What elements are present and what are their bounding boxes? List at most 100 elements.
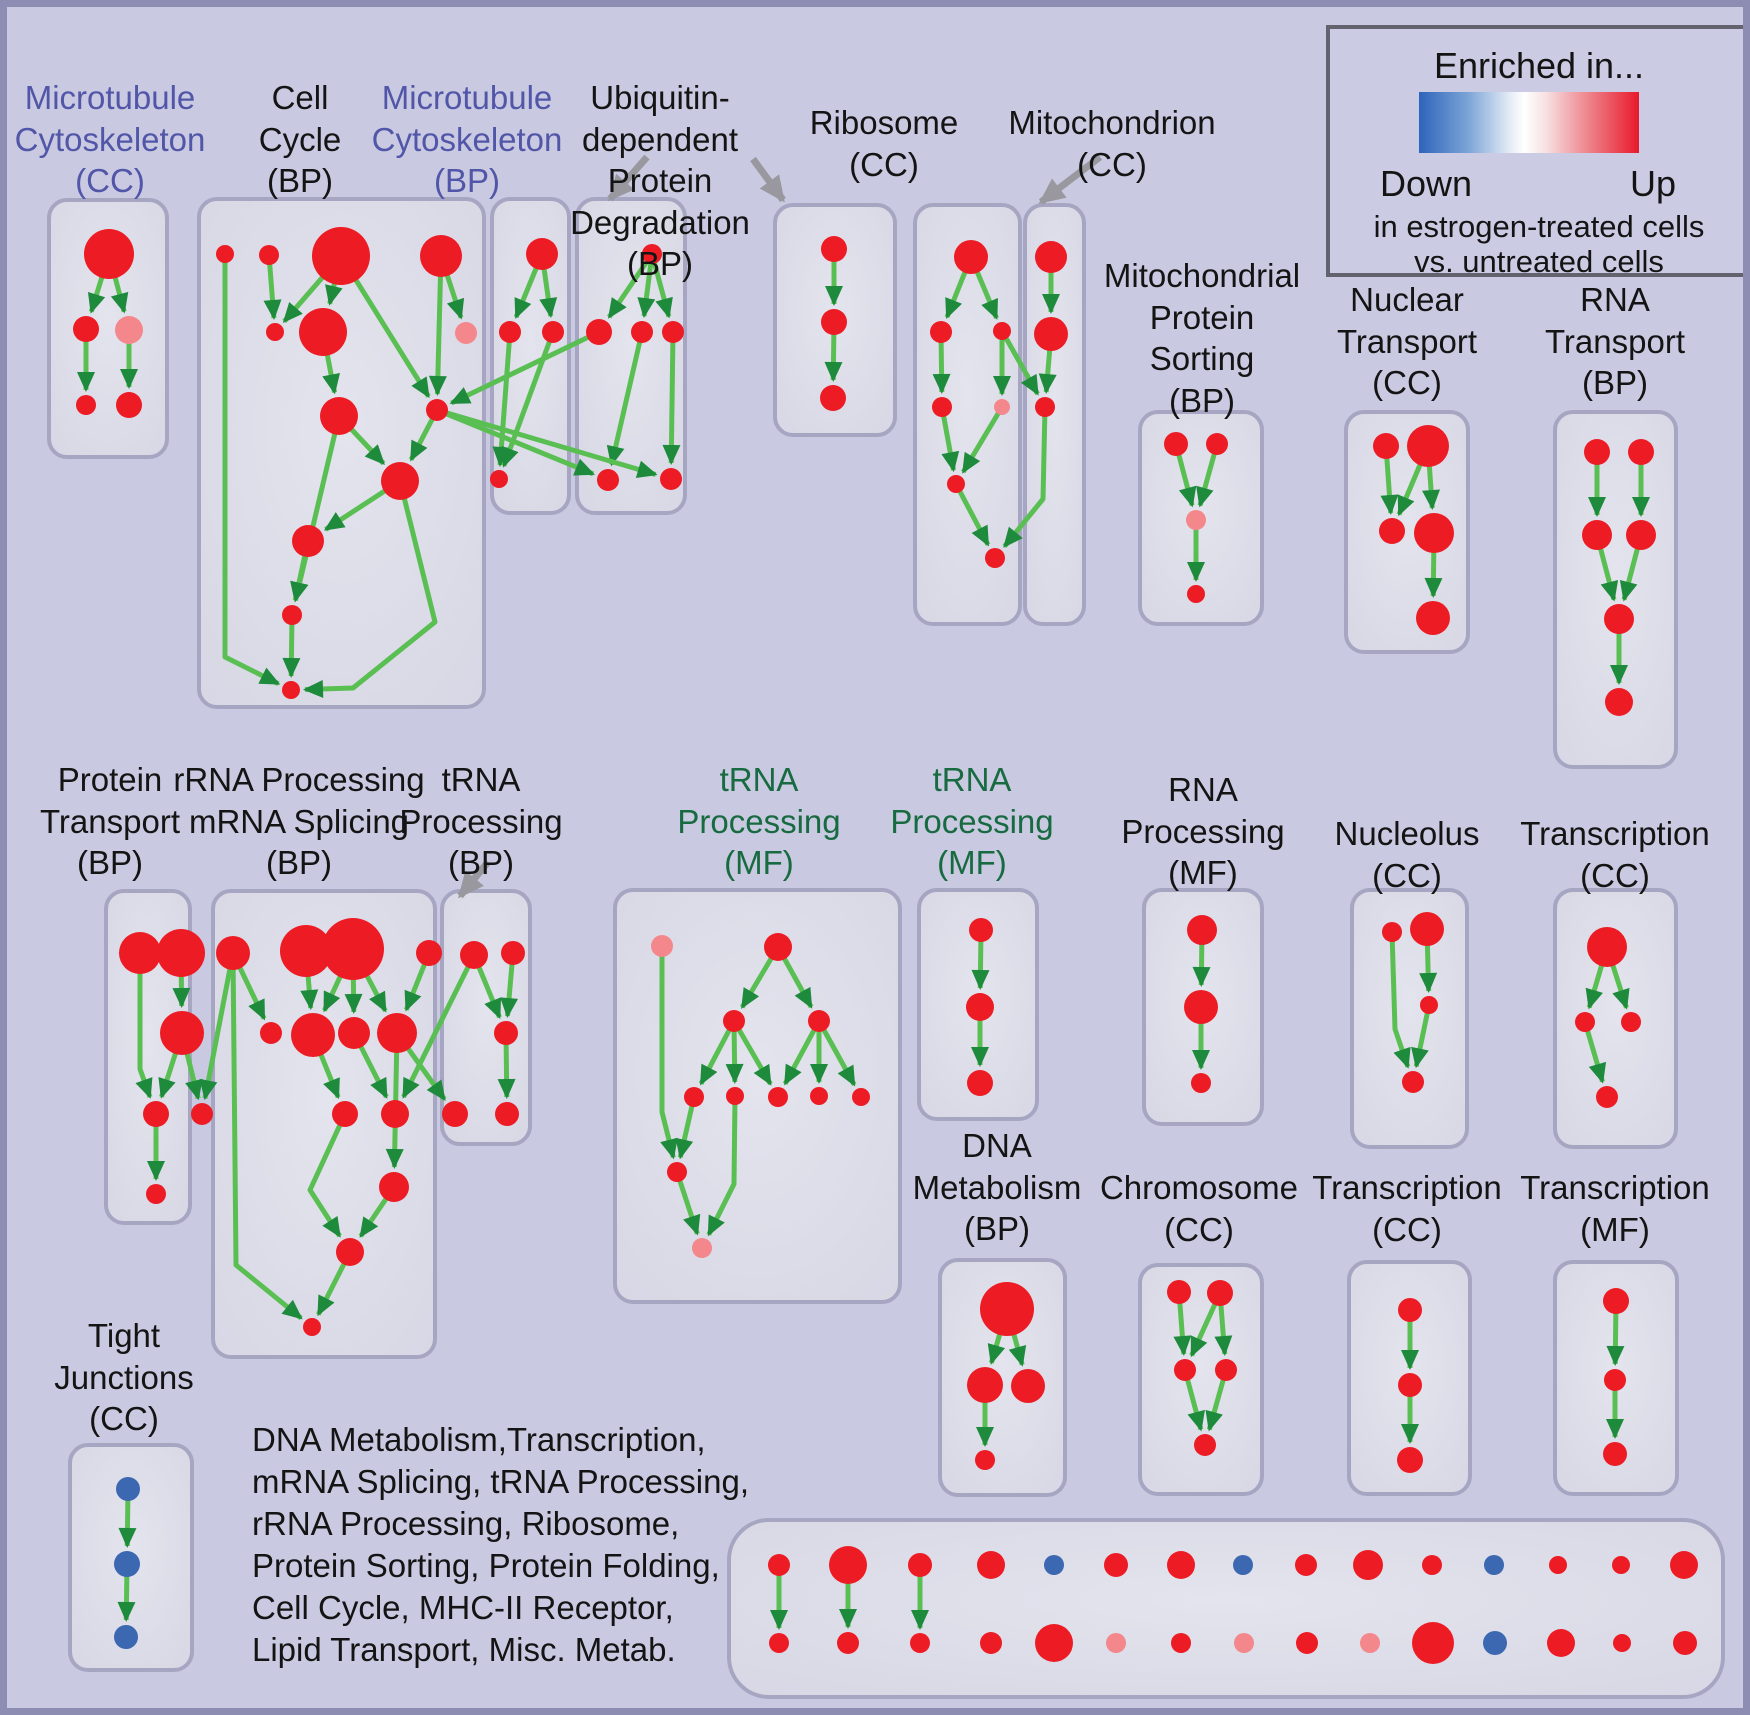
label-microtubule-cytoskeleton-cc: Microtubule Cytoskeleton (CC) [14, 79, 206, 200]
graph-node [837, 1632, 859, 1654]
graph-node [684, 1087, 704, 1107]
network-diagram [47, 154, 1725, 1699]
graph-node [692, 1238, 712, 1258]
graph-node [1353, 1550, 1383, 1580]
graph-node [1483, 1631, 1507, 1655]
graph-node [994, 399, 1010, 415]
graph-node [282, 681, 300, 699]
pointer-arrow-icon [750, 156, 786, 203]
label-rrna-processing-mrna-splicing-bp: rRNA Processing mRNA Splicing (BP) [173, 761, 425, 882]
graph-node [954, 240, 988, 274]
graph-edge [1002, 406, 1048, 548]
graph-node [1604, 1369, 1626, 1391]
graph-node [660, 468, 682, 490]
graph-node [160, 1011, 204, 1055]
graph-edge [449, 329, 601, 406]
graph-node [542, 321, 564, 343]
label-tight-junctions-cc: Tight Junctions (CC) [54, 1317, 194, 1438]
graph-node [338, 1017, 370, 1049]
graph-node [216, 936, 250, 970]
graph-edge [649, 253, 673, 319]
label-ribosome-cc: Ribosome (CC) [809, 104, 959, 183]
label-transcription-cc-row3: Transcription (CC) [1312, 1169, 1502, 1248]
label-transcription-cc-row2: Transcription (CC) [1520, 815, 1710, 894]
label-cell-cycle-bp: Cell Cycle (BP) [258, 79, 342, 200]
graph-node [1382, 922, 1402, 942]
graph-node [115, 316, 143, 344]
graph-edge [698, 1019, 737, 1086]
graph-edge [675, 1096, 697, 1160]
pointer-arrow-icon [1038, 154, 1103, 205]
graph-edge [401, 953, 477, 1099]
graph-node [1360, 1633, 1380, 1653]
graph-node [808, 1010, 830, 1032]
graph-edge [731, 1019, 773, 1086]
graph-node [1673, 1631, 1697, 1655]
graph-node [377, 1013, 417, 1053]
cluster-box-microtubule-cytoskeleton-cc [47, 198, 169, 459]
label-trna-processing-bp: tRNA Processing (BP) [399, 761, 563, 882]
graph-edge [428, 255, 447, 397]
graph-edge [492, 331, 513, 468]
graph-node [336, 1238, 364, 1266]
graph-edge [436, 407, 596, 477]
graph-node [292, 525, 324, 557]
graph-node [969, 918, 993, 942]
graph-node [642, 244, 662, 264]
graph-edge [662, 331, 681, 466]
label-trna-processing-mf-2: tRNA Processing (MF) [890, 761, 1054, 882]
graph-node [299, 308, 347, 356]
label-transcription-mf: Transcription (MF) [1520, 1169, 1710, 1248]
graph-edge [659, 946, 678, 1160]
graph-node [810, 1087, 828, 1105]
graph-node [1584, 439, 1610, 465]
graph-node [119, 932, 161, 974]
graph-edge [607, 252, 655, 319]
label-microtubule-cytoskeleton-bp: Microtubule Cytoskeleton (BP) [371, 79, 563, 200]
graph-node [282, 605, 302, 625]
graph-node [1412, 1622, 1454, 1664]
graph-node [426, 399, 448, 421]
graph-edge [961, 405, 1005, 474]
graph-node [764, 933, 792, 961]
graph-node [1575, 1012, 1595, 1032]
graph-node [1605, 688, 1633, 716]
graph-node [1187, 585, 1205, 603]
graph-node [490, 470, 508, 488]
graph-node [455, 322, 477, 344]
graph-node [1612, 1556, 1630, 1574]
legend-subtitle-line1: in estrogen-treated cells [1373, 209, 1705, 244]
graph-edge [999, 329, 1040, 396]
legend-title: Enriched in... [1433, 45, 1645, 86]
label-trna-processing-mf-1: tRNA Processing (MF) [677, 761, 841, 882]
graph-edge [222, 254, 281, 686]
graph-node [1011, 1369, 1045, 1403]
graph-node [930, 321, 952, 343]
graph-node [768, 1087, 788, 1107]
graph-node [651, 935, 673, 957]
graph-node [1215, 1359, 1237, 1381]
graph-node [966, 993, 994, 1021]
label-dna-metabolism-bp: DNA Metabolism (BP) [912, 1127, 1082, 1248]
graph-node [1626, 520, 1656, 550]
graph-node [381, 1100, 409, 1128]
graph-node [1233, 1555, 1253, 1575]
graph-node [975, 1450, 995, 1470]
graph-node [1397, 1447, 1423, 1473]
graph-node [667, 1162, 687, 1182]
graph-node [1398, 1373, 1422, 1397]
graph-node [260, 1022, 282, 1044]
graph-node [1416, 601, 1450, 635]
legend-subtitle-line2: vs. untreated cells [1414, 244, 1664, 279]
graph-node [993, 322, 1011, 340]
graph-edge [637, 253, 656, 319]
graph-edge [782, 1019, 822, 1086]
graph-node [1171, 1633, 1191, 1653]
graph-node [312, 227, 370, 285]
graph-node [1414, 513, 1454, 553]
graph-node [967, 1070, 993, 1096]
label-nucleolus-cc: Nucleolus (CC) [1334, 815, 1480, 894]
graph-node [1621, 1012, 1641, 1032]
graph-node [1035, 241, 1067, 273]
cluster-box-dna-metabolism-bp [938, 1258, 1067, 1497]
